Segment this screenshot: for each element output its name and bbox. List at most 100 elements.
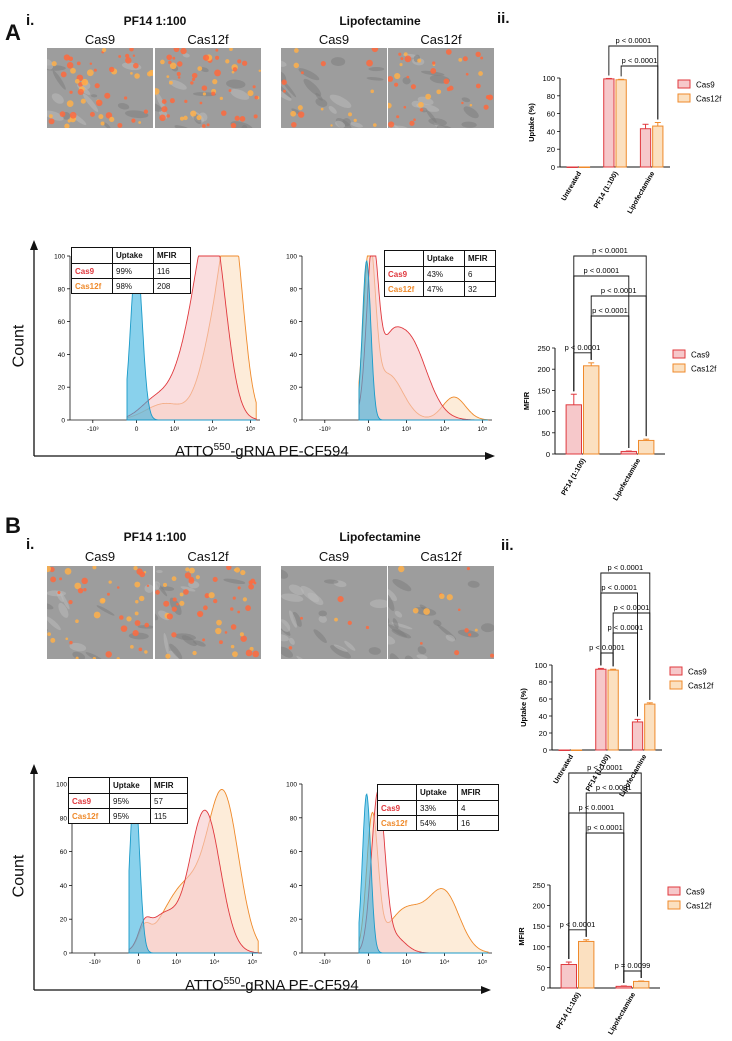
- cell-shape: [392, 618, 399, 629]
- micro-a-label-2: Cas12f: [187, 32, 229, 47]
- fluorescent-cell: [116, 586, 120, 589]
- x-tick-label: 10³: [402, 959, 412, 966]
- legend-swatch: [669, 680, 683, 690]
- fluorescent-cell: [143, 109, 149, 114]
- y-tick-label: 0: [543, 746, 547, 755]
- fluorescent-cell: [132, 54, 136, 57]
- fluorescent-cell: [412, 607, 419, 614]
- fluorescent-cell: [215, 48, 219, 52]
- y-tick-label: 80: [547, 92, 555, 101]
- fluorescent-cell: [248, 583, 254, 590]
- fluorescent-cell: [81, 78, 89, 86]
- fluorescent-cell: [225, 59, 230, 64]
- y-tick-label: 0: [61, 418, 65, 425]
- significance-bracket: [568, 812, 625, 983]
- y-tick-label: 40: [539, 712, 547, 721]
- significance-bracket: [585, 792, 642, 978]
- fluorescent-cell: [94, 83, 100, 89]
- y-tick-label: 0: [293, 418, 297, 425]
- fluorescent-cell: [176, 71, 181, 76]
- fluorescent-cell: [242, 597, 248, 602]
- fluorescent-cell: [63, 54, 70, 61]
- bar-cas12f-2: [644, 703, 656, 751]
- fluorescent-cell: [47, 632, 51, 636]
- fluorescent-cell: [240, 635, 247, 642]
- y-tick-label: 100: [537, 408, 550, 417]
- y-tick-label: 40: [58, 352, 66, 359]
- cell-shape: [288, 637, 295, 645]
- fluorescent-cell: [417, 58, 422, 63]
- fluorescent-cell: [179, 592, 184, 597]
- fluorescent-cell: [166, 613, 173, 620]
- fluorescent-cell: [184, 572, 192, 579]
- legend-label: Cas12f: [688, 682, 714, 691]
- y-tick-label: 20: [539, 729, 547, 738]
- y-tick-label: 80: [290, 815, 298, 822]
- cell-shape: [333, 644, 348, 652]
- p-value-label: p < 0.0001: [601, 286, 637, 295]
- fluorescent-cell: [388, 76, 394, 82]
- fluorescent-cell: [234, 115, 240, 121]
- fluorescent-cell: [237, 586, 241, 590]
- cell-shape: [193, 640, 206, 647]
- fluorescent-cell: [161, 99, 167, 104]
- fluorescent-cell: [320, 107, 324, 111]
- fluorescent-cell: [66, 62, 74, 69]
- fluorescent-cell: [240, 569, 246, 576]
- fluorescent-cell: [475, 83, 481, 89]
- x-tick-label: -10³: [87, 426, 99, 433]
- fluorescent-cell: [202, 638, 206, 642]
- fluorescent-cell: [480, 56, 484, 60]
- fluorescent-cell: [231, 70, 235, 74]
- fluorescent-cell: [179, 116, 184, 121]
- x-tick-label: Lipofectamine: [619, 753, 649, 798]
- y-tick-label: 20: [58, 385, 66, 392]
- micro-image-a-lipo-cas12f: [388, 48, 494, 128]
- y-tick-label: 100: [286, 782, 297, 789]
- fluorescent-cell: [475, 51, 481, 57]
- cell-shape: [90, 94, 98, 98]
- fluorescent-cell: [366, 59, 373, 67]
- flow-b-lipo-table: Uptake MFIR Cas9 33% 4 Cas12f 54% 16: [377, 784, 499, 831]
- cell-shape: [72, 651, 86, 659]
- fluorescent-cell: [74, 78, 80, 84]
- bar-cas9-1: [595, 668, 607, 751]
- flow-b-pf14-table: Uptake MFIR Cas9 95% 57 Cas12f 95% 115: [68, 777, 188, 824]
- cell-shape: [288, 584, 304, 596]
- p-value-label: p < 0.0001: [592, 306, 628, 315]
- bar-cas12f-0: [570, 749, 583, 751]
- y-tick-label: 0: [546, 450, 550, 459]
- fluorescent-cell: [294, 48, 299, 53]
- cell-shape: [59, 591, 70, 610]
- table-row-cas9: Cas9: [68, 793, 110, 809]
- fluorescent-cell: [485, 94, 491, 100]
- fluorescent-cell: [388, 102, 392, 109]
- fluorescent-cell: [162, 582, 168, 587]
- fluorescent-cell: [371, 48, 379, 53]
- fluorescent-cell: [165, 653, 171, 659]
- fluorescent-cell: [233, 568, 237, 572]
- fluorescent-cell: [57, 590, 61, 595]
- fluorescent-cell: [172, 56, 176, 60]
- cell-shape: [323, 579, 339, 584]
- fluorescent-cell: [396, 115, 400, 119]
- fluorescent-cell: [81, 577, 88, 585]
- panel-a-i-label: i.: [26, 12, 35, 29]
- fluorescent-cell: [86, 69, 94, 77]
- fluorescent-cell: [139, 571, 146, 578]
- x-tick-label: 10⁵: [248, 959, 258, 966]
- fluorescent-cell: [483, 104, 489, 110]
- fluorescent-cell: [423, 608, 430, 615]
- y-tick-label: 0: [63, 951, 67, 958]
- fluorescent-cell: [69, 90, 73, 94]
- cell-shape: [428, 118, 447, 126]
- fluorescent-cell: [208, 592, 215, 599]
- fluorescent-cell: [195, 575, 200, 580]
- fluorescent-cell: [230, 644, 235, 649]
- cell-shape: [281, 60, 287, 67]
- fluorescent-cell: [239, 632, 244, 637]
- cell-shape: [117, 102, 130, 110]
- fluorescent-cell: [155, 590, 160, 595]
- table-row-cas12f: Cas12f: [68, 808, 110, 824]
- fluorescent-cell: [65, 637, 69, 641]
